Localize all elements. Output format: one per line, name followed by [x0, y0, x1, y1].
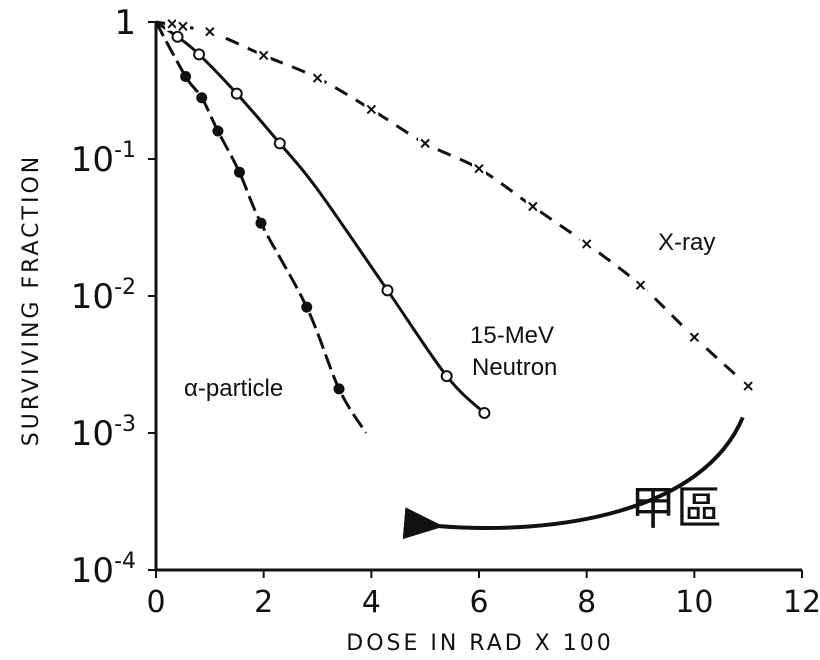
data-point-xray-stroke: [205, 26, 215, 37]
data-point-xray: [579, 236, 594, 251]
data-point-xray: [256, 48, 271, 63]
data-point-xray-stroke: [581, 239, 592, 249]
data-point-xray: [310, 71, 325, 86]
data-point-xray-stroke: [178, 21, 188, 32]
data-point-alpha: [196, 92, 208, 104]
data-point-xray-stroke: [528, 201, 538, 212]
y-tick-exponent: -3: [114, 412, 136, 437]
data-point-xray: [202, 24, 217, 39]
y-tick-label: 10-4: [71, 549, 136, 591]
alpha-series-label: α-particle: [184, 375, 283, 402]
data-point-xray: [687, 330, 702, 345]
y-tick-label: 10-3: [71, 412, 136, 454]
x-tick-label: 8: [577, 585, 596, 620]
data-point-neutron: [193, 48, 206, 61]
curve-15-mev-neutron: [155, 20, 486, 415]
data-point-alpha: [180, 71, 192, 83]
data-point-neutron: [171, 30, 184, 43]
data-point-neutron: [381, 284, 394, 297]
data-point-xray-stroke: [258, 50, 269, 61]
data-point-xray-stroke: [635, 280, 646, 290]
data-point-neutron: [478, 406, 491, 419]
xray-series-label: X-ray: [658, 229, 715, 256]
data-point-xray: [525, 199, 540, 214]
curves: [154, 20, 750, 434]
markers: [165, 16, 756, 419]
x-axis-ticks: 0 2 4 6 8 10 12: [146, 570, 820, 620]
annotation-arrow: [402, 416, 745, 540]
data-point-xray-stroke: [420, 138, 430, 149]
x-tick-label: 10: [675, 585, 713, 620]
curve-particle: [154, 21, 368, 434]
neutron-series-label-line1: 15-MeV: [470, 322, 554, 349]
data-point-xray-stroke: [167, 19, 177, 29]
data-point-neutron: [273, 137, 286, 150]
data-point-alpha: [301, 301, 313, 313]
neutron-series-label-line2: Neutron: [472, 354, 557, 381]
data-point-xray: [364, 102, 379, 117]
data-point-alpha: [255, 217, 267, 229]
y-tick-label: 1: [114, 3, 136, 43]
y-tick-exponent: -2: [114, 275, 136, 300]
data-point-xray-stroke: [743, 381, 753, 391]
x-tick-label: 12: [783, 585, 820, 620]
data-point-alpha: [333, 383, 345, 395]
y-tick-exponent: -1: [114, 138, 136, 163]
annotation-arrow-label: 甲區: [630, 481, 722, 535]
x-axis-title: DOSE IN RAD X 100: [346, 631, 614, 656]
data-point-xray-stroke: [474, 163, 484, 174]
data-point-alpha: [212, 125, 224, 137]
data-point-alpha: [233, 166, 245, 178]
y-tick-label: 10-1: [71, 138, 136, 180]
data-point-xray: [633, 278, 648, 293]
x-tick-label: 6: [469, 585, 488, 620]
x-tick-label: 0: [146, 585, 165, 620]
data-point-neutron: [440, 370, 453, 383]
y-tick-label: 10-2: [71, 275, 136, 317]
data-point-xray: [175, 19, 190, 34]
y-axis-title: SURVIVING FRACTION: [19, 154, 44, 447]
data-point-xray: [741, 379, 756, 394]
data-point-xray: [418, 136, 433, 151]
y-tick-exponent: -4: [114, 549, 136, 574]
x-tick-label: 2: [254, 585, 273, 620]
data-point-xray: [165, 16, 180, 31]
data-point-xray: [472, 161, 486, 176]
data-point-xray-stroke: [366, 104, 377, 115]
x-tick-label: 4: [362, 585, 381, 620]
curve-x-ray: [155, 20, 750, 388]
y-axis-ticks: 1 10-1 10-2 10-3 10-4: [71, 3, 156, 591]
data-point-xray-stroke: [312, 73, 323, 83]
data-point-neutron: [230, 87, 243, 100]
data-point-xray-stroke: [689, 332, 700, 342]
